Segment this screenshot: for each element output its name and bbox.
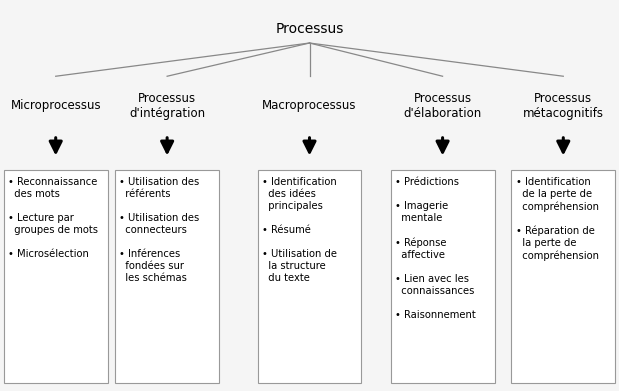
Bar [258,170,361,383]
Text: Processus
métacognitifs: Processus métacognitifs [523,91,604,120]
Text: • Identification
  des idées
  principales

• Résumé

• Utilisation de
  la stru: • Identification des idées principales •… [262,177,337,283]
Text: Processus
d'intégration: Processus d'intégration [129,91,205,120]
Bar [115,170,219,383]
Text: • Identification
  de la perte de
  compréhension

• Réparation de
  la perte de: • Identification de la perte de compréhe… [516,177,599,261]
Text: • Prédictions

• Imagerie
  mentale

• Réponse
  affective

• Lien avec les
  co: • Prédictions • Imagerie mentale • Répon… [395,177,475,320]
Text: • Reconnaissance
  des mots

• Lecture par
  groupes de mots

• Microsélection: • Reconnaissance des mots • Lecture par … [8,177,98,259]
Bar [4,170,108,383]
Text: Processus: Processus [275,22,344,36]
Text: • Utilisation des
  référents

• Utilisation des
  connecteurs

• Inférences
  f: • Utilisation des référents • Utilisatio… [119,177,200,283]
Text: Processus
d'élaboration: Processus d'élaboration [404,91,482,120]
Bar [511,170,615,383]
Bar [391,170,495,383]
Text: Microprocessus: Microprocessus [11,99,101,112]
Text: Macroprocessus: Macroprocessus [262,99,357,112]
